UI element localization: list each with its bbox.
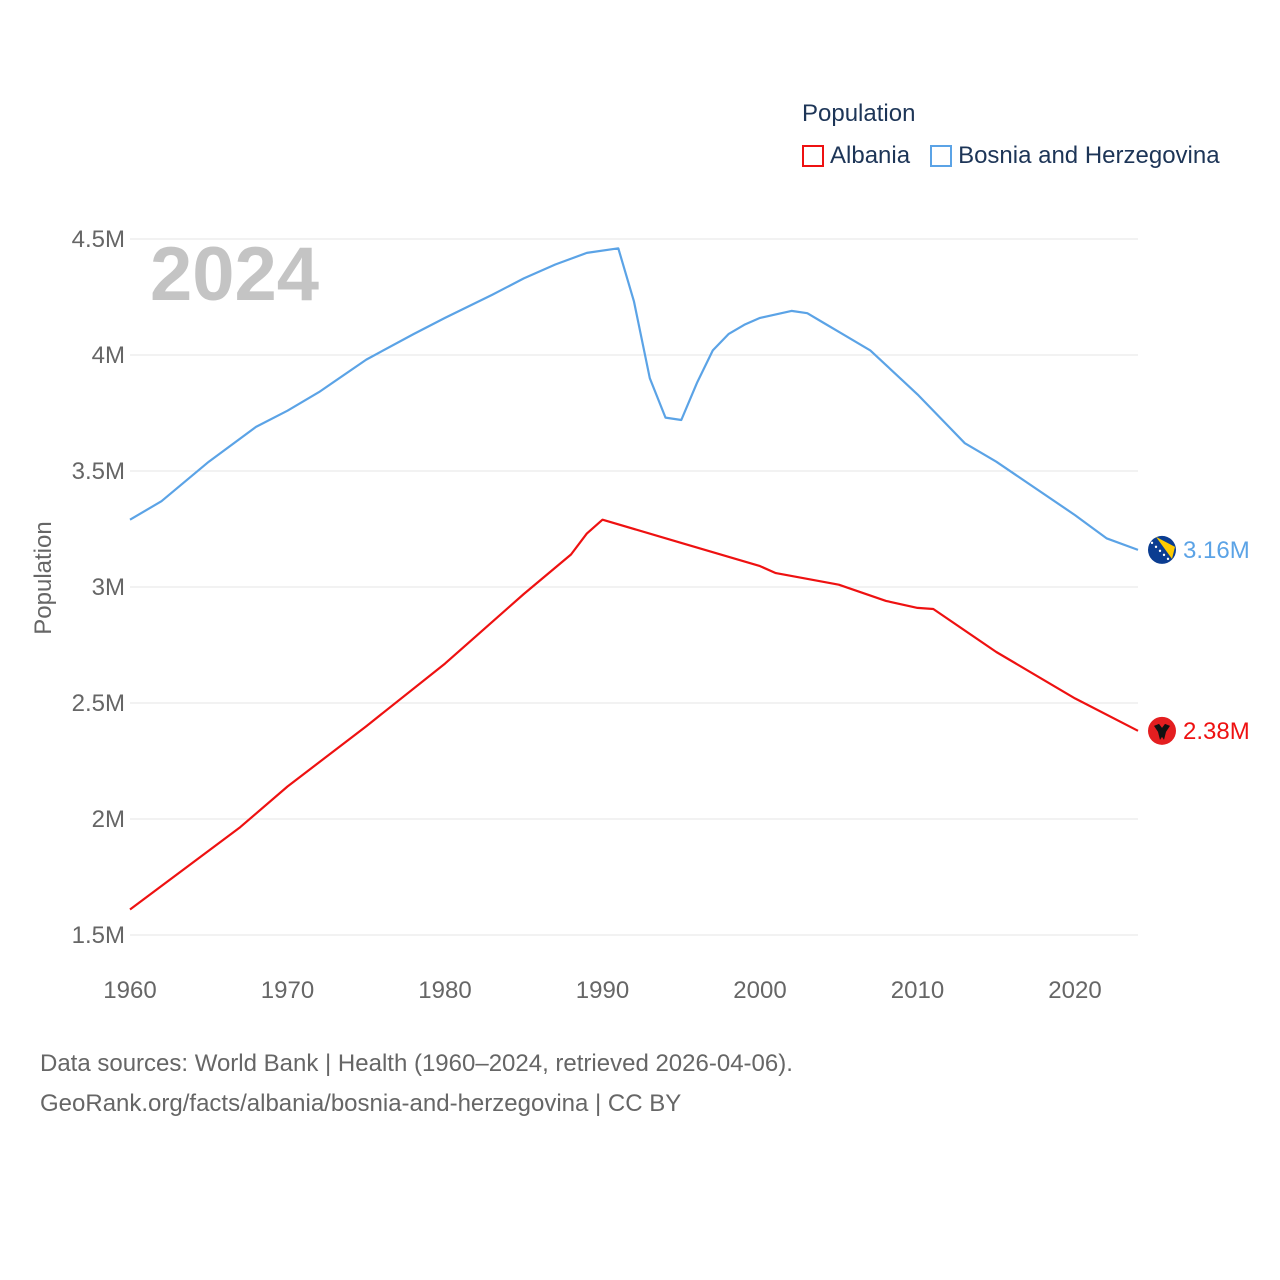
y-axis-ticks: 1.5M 2M 2.5M 3M 3.5M 4M 4.5M — [72, 226, 125, 949]
x-tick-label: 2010 — [891, 977, 944, 1004]
y-tick-label: 3.5M — [72, 458, 125, 485]
y-tick-label: 3M — [92, 574, 125, 601]
end-label-bosnia: 3.16M — [1183, 537, 1250, 564]
y-tick-label: 1.5M — [72, 922, 125, 949]
x-axis-ticks: 1960 1970 1980 1990 2000 2010 2020 — [103, 977, 1101, 1004]
legend: Albania Bosnia and Herzegovina — [802, 142, 1240, 170]
legend-item-bosnia[interactable]: Bosnia and Herzegovina — [930, 142, 1220, 170]
legend-label-albania: Albania — [830, 142, 911, 169]
source-line-1: Data sources: World Bank | Health (1960–… — [40, 1050, 793, 1077]
x-tick-label: 1990 — [576, 977, 629, 1004]
y-axis-label: Population — [30, 521, 57, 634]
source-note: Data sources: World Bank | Health (1960–… — [40, 1044, 793, 1124]
legend-title: Population — [802, 100, 916, 127]
legend-swatch-bosnia — [930, 145, 953, 167]
legend-swatch-albania — [802, 145, 824, 167]
legend-label-bosnia: Bosnia and Herzegovina — [958, 142, 1220, 169]
bosnia-flag-icon — [1148, 535, 1176, 564]
end-label-albania: 2.38M — [1183, 718, 1250, 745]
legend-item-albania[interactable]: Albania — [802, 142, 910, 170]
year-label: 2024 — [150, 232, 319, 317]
x-tick-label: 1980 — [418, 977, 471, 1004]
series-lines — [129, 247, 1139, 911]
x-tick-label: 2000 — [733, 977, 786, 1004]
y-tick-label: 4M — [92, 342, 125, 369]
y-tick-label: 2M — [92, 806, 125, 833]
source-line-2[interactable]: GeoRank.org/facts/albania/bosnia-and-her… — [40, 1090, 682, 1117]
x-tick-label: 1960 — [103, 977, 156, 1004]
y-tick-label: 4.5M — [72, 226, 125, 253]
grid — [130, 238, 1138, 936]
albania-flag-icon — [1148, 716, 1176, 745]
series-line-bosnia[interactable] — [129, 247, 1139, 551]
x-tick-label: 1970 — [261, 977, 314, 1004]
y-tick-label: 2.5M — [72, 690, 125, 717]
x-tick-label: 2020 — [1048, 977, 1101, 1004]
end-markers: 2.38M 3.16M — [1148, 535, 1250, 745]
series-line-albania[interactable] — [129, 518, 1139, 911]
